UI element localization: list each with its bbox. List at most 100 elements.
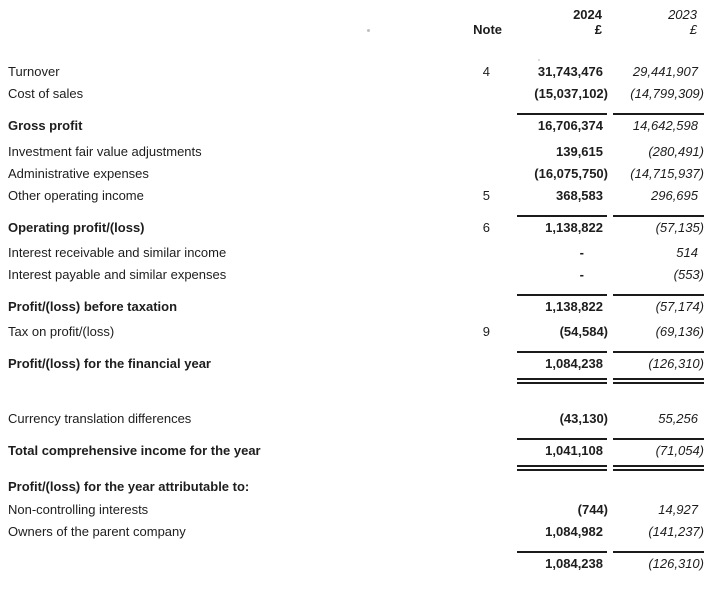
scan-artifact-dot xyxy=(538,59,540,61)
value-2023: (553) xyxy=(673,267,704,282)
statement-row: Operating profit/(loss) 6 1,138,822 (57,135… xyxy=(0,217,710,239)
note-value xyxy=(460,83,502,105)
rule-line xyxy=(517,113,607,115)
row-label: Other operating income xyxy=(8,188,144,203)
rule-line xyxy=(613,551,704,553)
rule-line xyxy=(613,351,704,353)
value-2024: 1,084,238 xyxy=(545,556,603,571)
value-2024: 139,615 xyxy=(556,144,603,159)
row-label: Non-controlling interests xyxy=(8,502,149,517)
statement-row: Total comprehensive income for the year 1… xyxy=(0,440,710,462)
rule-cell-2023 xyxy=(612,113,705,115)
row-label: Owners of the parent company xyxy=(8,524,186,539)
rule-cell-2024 xyxy=(516,551,608,553)
value-2023: 14,927 xyxy=(658,502,698,517)
rule-line xyxy=(517,294,607,296)
currency-current-header: £ xyxy=(594,22,602,37)
value-2023: (126,310) xyxy=(648,556,704,571)
year-prior-header: 2023 xyxy=(668,7,697,22)
note-value xyxy=(460,521,502,543)
note-value xyxy=(460,408,502,430)
statement-row: Interest receivable and similar income - 5… xyxy=(0,242,710,264)
note-value xyxy=(460,264,502,286)
rule-cell-2024 xyxy=(516,351,608,353)
rule-cell-2023 xyxy=(612,378,705,384)
value-2023: (69,136) xyxy=(655,324,704,339)
row-label: Gross profit xyxy=(8,118,83,133)
note-value xyxy=(460,440,502,462)
row-label: Turnover xyxy=(8,64,60,79)
currency-header-row: Note £ £ xyxy=(0,22,710,37)
statement-row: Cost of sales (15,037,102) (14,799,309) xyxy=(0,83,710,105)
rule-cell-2023 xyxy=(612,215,705,217)
statement-row: Gross profit 16,706,374 14,642,598 xyxy=(0,115,710,137)
value-2024: (54,584) xyxy=(559,324,608,339)
rule-spacer xyxy=(0,378,460,384)
row-label: Profit/(loss) for the year attributable … xyxy=(8,479,250,494)
double-total-rule-row xyxy=(0,465,710,471)
value-2023: (141,237) xyxy=(648,524,704,539)
value-2024: 1,138,822 xyxy=(545,220,603,235)
total-rule-row xyxy=(0,351,710,353)
rule-line xyxy=(517,215,607,217)
row-label: Tax on profit/(loss) xyxy=(8,324,115,339)
rule-spacer xyxy=(460,378,502,384)
row-label: Interest receivable and similar income xyxy=(8,245,227,260)
statement-row: Tax on profit/(loss) 9 (54,584) (69,136) xyxy=(0,321,710,343)
note-value xyxy=(460,242,502,264)
value-2023: 296,695 xyxy=(651,188,698,203)
row-label: Profit/(loss) before taxation xyxy=(8,299,178,314)
rule-line xyxy=(517,438,607,440)
value-2024: - xyxy=(579,267,584,282)
value-2024: (15,037,102) xyxy=(534,86,608,101)
header-spacer xyxy=(0,7,460,22)
note-column-header: Note xyxy=(473,22,502,37)
note-value xyxy=(460,553,502,575)
currency-prior-header: £ xyxy=(689,22,697,37)
statement-rows: Turnover 4 31,743,476 29,441,907 Cost of sal… xyxy=(0,61,710,575)
value-2023: 29,441,907 xyxy=(632,64,698,79)
note-value: 4 xyxy=(482,64,490,79)
rule-line xyxy=(613,438,704,440)
row-label: Profit/(loss) for the financial year xyxy=(8,356,211,371)
rule-line xyxy=(613,294,704,296)
note-value: 5 xyxy=(482,188,490,203)
rule-cell-2023 xyxy=(612,465,705,471)
rule-cell-2023 xyxy=(612,551,705,553)
value-2024: (43,130) xyxy=(559,411,608,426)
rule-line xyxy=(517,351,607,353)
row-label: Total comprehensive income for the year xyxy=(8,443,261,458)
total-rule-row xyxy=(0,294,710,296)
statement-row: Profit/(loss) for the financial year 1,08… xyxy=(0,353,710,375)
note-value xyxy=(460,141,502,163)
value-2023: 14,642,598 xyxy=(632,118,698,133)
total-rule-row xyxy=(0,215,710,217)
value-2023: (14,715,937) xyxy=(630,166,704,181)
value-2024: (16,075,750) xyxy=(534,166,608,181)
statement-row: Administrative expenses (16,075,750) (14,7… xyxy=(0,163,710,185)
rule-line xyxy=(613,113,704,115)
rule-cell-2024 xyxy=(516,215,608,217)
value-2024: 368,583 xyxy=(556,188,603,203)
rule-spacer xyxy=(460,465,502,471)
note-value: 6 xyxy=(482,220,490,235)
row-label: Operating profit/(loss) xyxy=(8,220,145,235)
statement-row: Profit/(loss) for the year attributable … xyxy=(0,476,710,498)
total-rule-row xyxy=(0,113,710,115)
rule-line xyxy=(517,551,607,553)
value-2024: 1,084,982 xyxy=(545,524,603,539)
value-2023 xyxy=(612,476,705,498)
year-current-header: 2024 xyxy=(573,7,602,22)
note-value xyxy=(460,353,502,375)
year-header-row: 2024 2023 xyxy=(0,7,710,22)
rule-line xyxy=(613,215,704,217)
value-2023: 55,256 xyxy=(658,411,698,426)
rule-cell-2024 xyxy=(516,378,608,384)
double-rule-line xyxy=(613,465,704,471)
header-spacer xyxy=(0,22,460,37)
statement-row: Interest payable and similar expenses - (5… xyxy=(0,264,710,286)
row-label: Cost of sales xyxy=(8,86,84,101)
statement-row: Turnover 4 31,743,476 29,441,907 xyxy=(0,61,710,83)
double-rule-line xyxy=(613,378,704,384)
rule-spacer xyxy=(0,465,460,471)
